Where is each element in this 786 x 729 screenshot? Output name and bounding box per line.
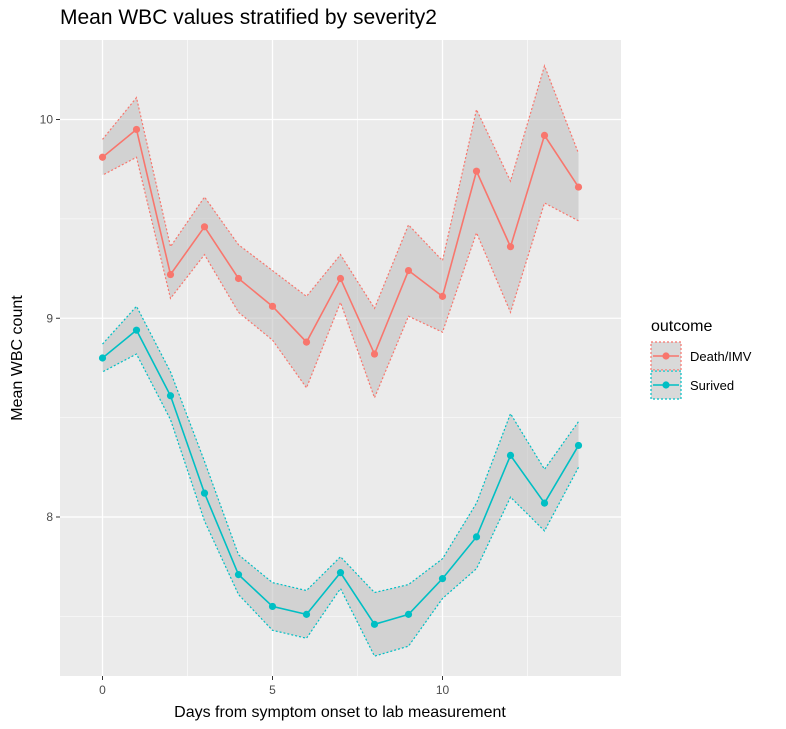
data-point (166, 270, 175, 279)
x-tick-label: 0 (99, 683, 106, 697)
x-axis-label: Days from symptom onset to lab measureme… (174, 704, 506, 721)
data-point (404, 266, 413, 275)
legend: outcome Death/IMV Surived (650, 318, 752, 400)
legend-key-point (662, 381, 670, 389)
legend-key-point (662, 352, 670, 360)
legend-label: Death/IMV (690, 349, 752, 364)
y-axis-label: Mean WBC count (9, 295, 26, 421)
data-point (166, 392, 175, 400)
data-point (574, 441, 583, 450)
data-point (336, 569, 345, 577)
legend-title: outcome (651, 318, 712, 335)
ribbon-upper-bound (102, 63, 580, 310)
chart-title: Mean WBC values stratified by severity2 (60, 6, 437, 29)
data-point (98, 153, 107, 161)
y-tick-label: 10 (40, 113, 54, 127)
data-point (132, 326, 141, 334)
data-point (132, 125, 141, 134)
data-point (98, 354, 107, 362)
ribbon-lower-bound (102, 156, 579, 400)
data-point (574, 183, 583, 191)
series-points (98, 125, 583, 628)
data-point (404, 610, 413, 618)
y-axis-ticks: 8 9 10 (40, 113, 60, 524)
data-point (438, 575, 447, 583)
confidence-ribbon (102, 65, 579, 398)
data-point (472, 533, 481, 541)
data-point (336, 274, 345, 283)
x-tick-label: 5 (269, 683, 276, 697)
data-point (438, 292, 447, 300)
data-point (506, 451, 515, 459)
x-axis-ticks: 0 5 10 (99, 676, 449, 697)
data-point (506, 243, 515, 251)
confidence-ribbons (102, 63, 580, 657)
data-point (370, 620, 379, 628)
data-point (268, 602, 277, 611)
data-point (540, 499, 549, 507)
data-point (370, 350, 379, 358)
data-point (200, 489, 209, 497)
confidence-ribbon (102, 306, 579, 657)
data-point (472, 167, 481, 175)
legend-label: Surived (690, 378, 734, 393)
data-point (234, 571, 243, 579)
y-tick-label: 8 (46, 510, 53, 524)
y-tick-label: 9 (46, 311, 53, 325)
data-point (302, 610, 311, 618)
ribbon-upper-bound (102, 305, 579, 594)
data-point (540, 131, 549, 139)
data-point (268, 302, 277, 310)
data-point (200, 223, 209, 231)
x-tick-label: 10 (436, 683, 450, 697)
data-point (302, 338, 311, 346)
data-point (234, 274, 243, 283)
